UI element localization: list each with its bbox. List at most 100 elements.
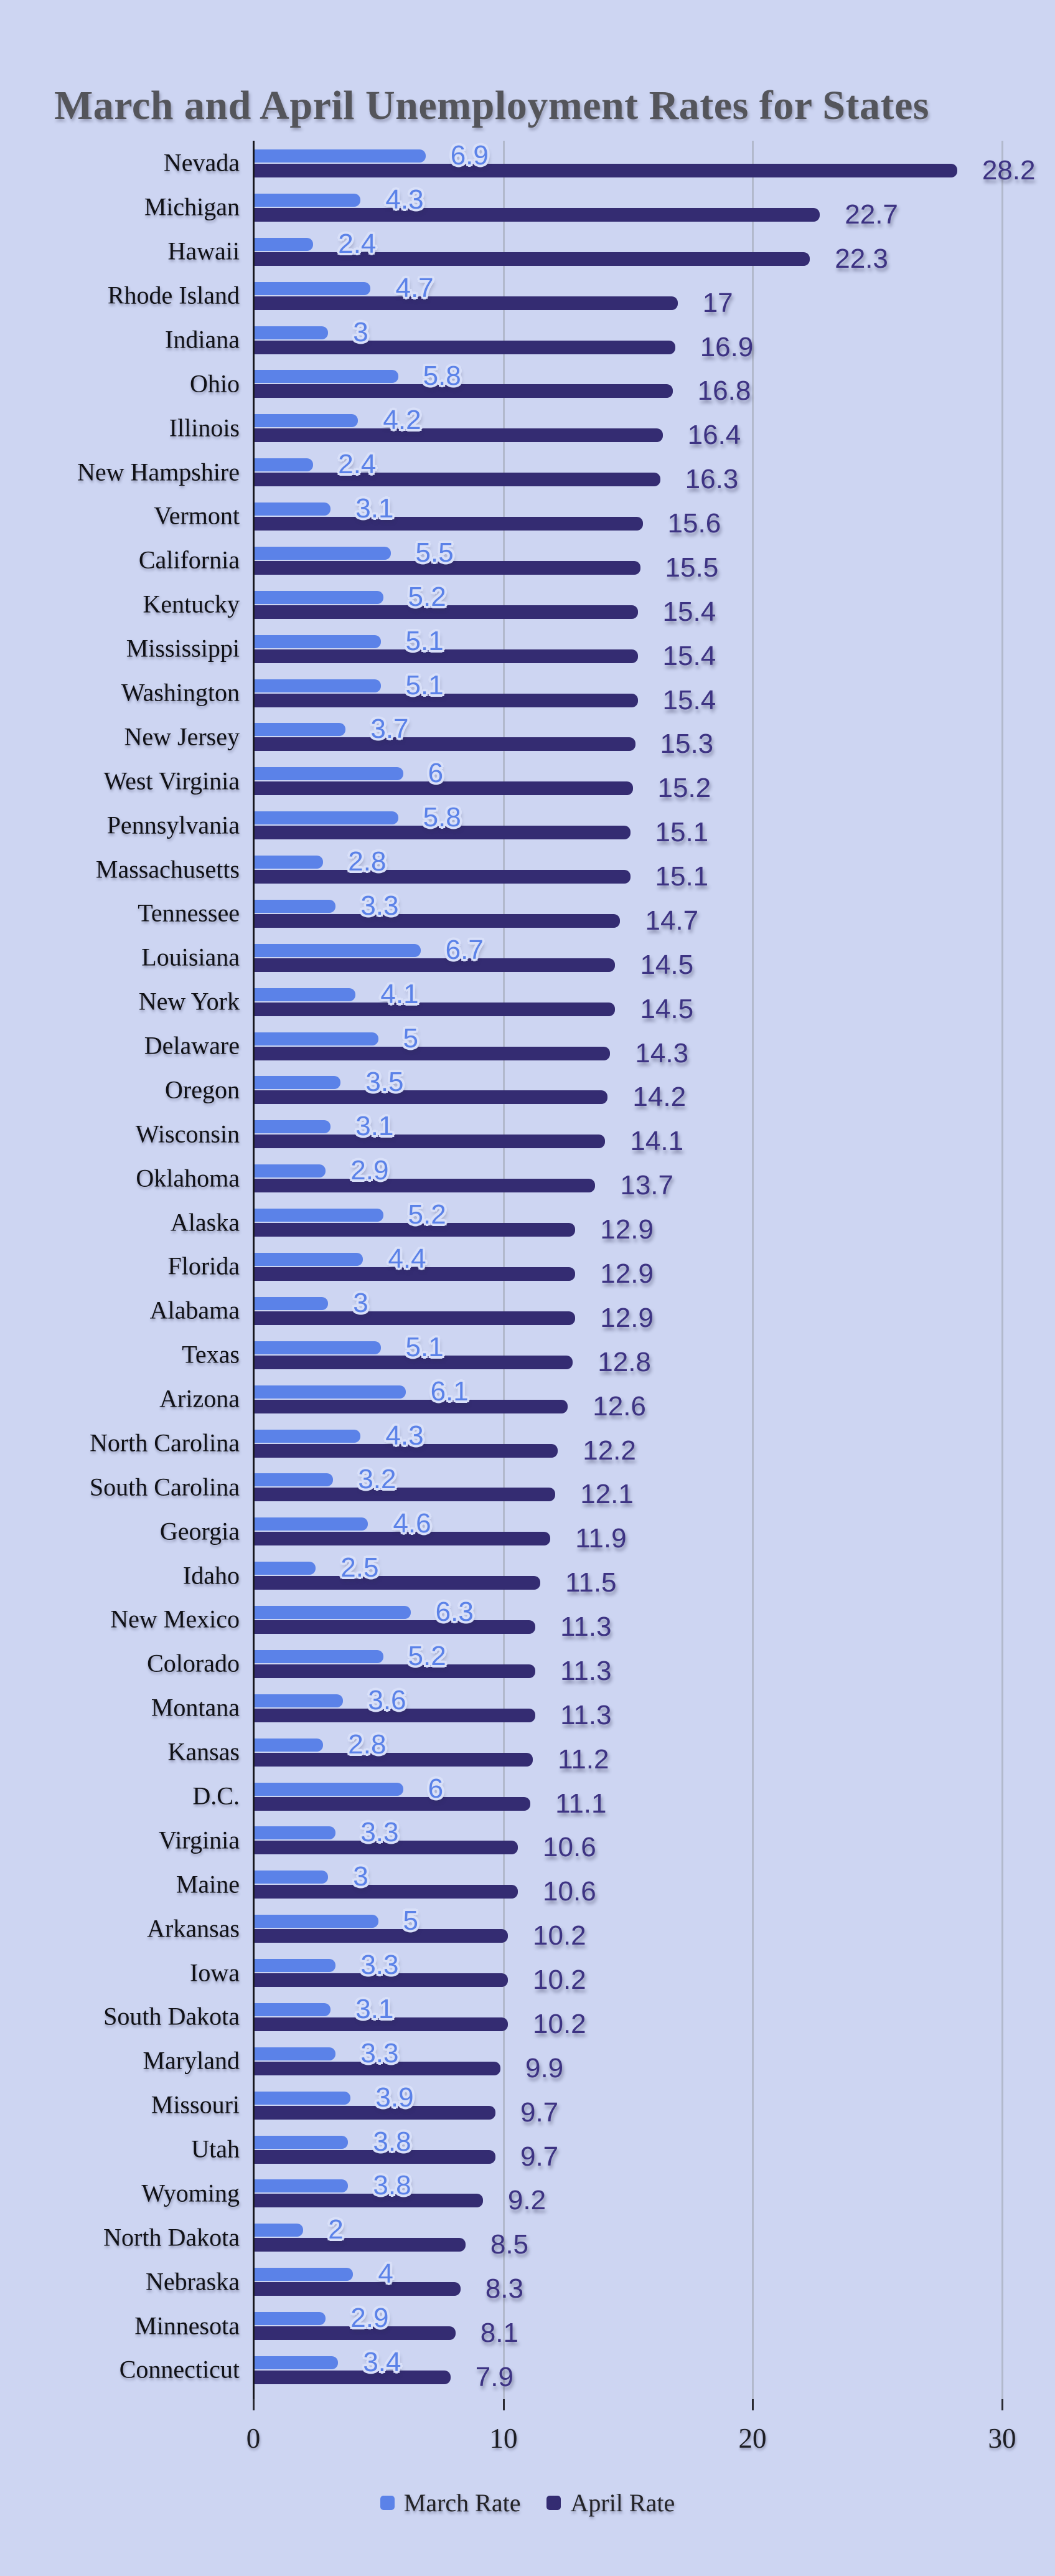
bar-row: Arkansas 5 10.2	[147, 1905, 1055, 1951]
march-rate-bar	[253, 1694, 344, 1707]
state-label: Vermont	[154, 501, 240, 530]
march-value-label: 2.9	[350, 2303, 389, 2334]
gridline-20	[752, 141, 754, 2399]
april-value-label: 10.2	[533, 1965, 586, 1996]
april-rate-bar	[253, 826, 631, 840]
state-label: D.C.	[192, 1781, 240, 1810]
april-rate-bar	[253, 1973, 509, 1988]
april-rate-bar	[253, 1488, 556, 1502]
bar-row: Nebraska 4 8.3	[146, 2258, 1055, 2304]
bar-row: Arizona 6.1 12.6	[159, 1376, 1055, 1422]
state-label: South Dakota	[103, 2002, 240, 2031]
bar-row: California 5.5 15.5	[139, 537, 1055, 583]
axis-tick-mark-0	[253, 2399, 255, 2410]
march-value-label: 5.5	[415, 537, 454, 568]
state-label: South Carolina	[89, 1473, 240, 1501]
bar-row: Missouri 3.9 9.7	[151, 2082, 1055, 2128]
march-rate-bar	[253, 502, 331, 516]
april-rate-bar	[253, 1576, 541, 1590]
state-label: California	[138, 545, 240, 574]
state-label: Alaska	[170, 1208, 240, 1237]
state-label: Utah	[191, 2135, 240, 2163]
march-value-label: 2.9	[350, 1155, 389, 1186]
april-value-label: 9.7	[520, 2097, 559, 2128]
march-value-label: 2	[328, 2214, 344, 2245]
march-value-label: 4.3	[385, 1420, 424, 1451]
march-rate-bar	[253, 2091, 351, 2105]
x-tick-label-30: 30	[988, 2423, 1016, 2454]
april-rate-bar	[253, 1179, 596, 1193]
april-rate-bar	[253, 517, 643, 531]
march-rate-bar	[253, 1915, 378, 1928]
march-value-label: 3.5	[365, 1067, 404, 1098]
april-value-label: 14.7	[645, 905, 699, 936]
april-rate-bar	[253, 1664, 536, 1678]
april-value-label: 12.6	[593, 1390, 646, 1422]
state-label: Texas	[182, 1340, 240, 1369]
march-value-label: 4.4	[388, 1243, 426, 1274]
march-value-label: 3.8	[373, 2170, 411, 2201]
april-rate-bar	[253, 649, 638, 663]
april-rate-bar	[253, 2149, 495, 2164]
x-tick-label-10: 10	[489, 2423, 518, 2454]
state-label: Arizona	[159, 1384, 240, 1413]
march-value-label: 3.3	[360, 2037, 399, 2069]
march-value-label: 3.6	[368, 1684, 406, 1715]
april-value-label: 14.5	[640, 949, 694, 980]
march-rate-bar	[253, 2047, 336, 2060]
march-rate-bar	[253, 281, 371, 295]
chart-title: March and April Unemployment Rates for S…	[54, 83, 929, 129]
state-label: New Jersey	[124, 722, 240, 751]
april-rate-bar	[253, 870, 631, 884]
march-rate-bar	[253, 370, 398, 384]
bar-rows: Nevada 6.9 28.2 Michigan 4.3 22.7 Hawaii 2.4 22.…	[77, 140, 1055, 2399]
april-value-label: 12.8	[598, 1346, 651, 1377]
march-value-label: 3.1	[355, 493, 394, 524]
april-rate-bar	[253, 781, 633, 796]
march-rate-bar	[253, 2312, 326, 2326]
april-value-label: 15.6	[667, 508, 721, 539]
april-rate-bar	[253, 384, 673, 399]
march-rate-bar	[253, 635, 381, 648]
axis-tick-mark-10	[503, 2399, 505, 2410]
state-label: Maryland	[143, 2046, 240, 2075]
march-rate-bar	[253, 2135, 349, 2149]
march-value-label: 5.2	[408, 581, 446, 612]
bar-row: Wyoming 3.8 9.2	[141, 2170, 1055, 2215]
x-tick-label-20: 20	[738, 2423, 767, 2454]
march-value-label: 5	[403, 1022, 418, 1054]
march-rate-bar	[253, 811, 398, 825]
bar-row: New York 4.1 14.5	[139, 979, 1055, 1024]
april-rate-bar	[253, 1443, 558, 1458]
bar-row: Pennsylvania 5.8 15.1	[107, 802, 1055, 847]
april-value-label: 11.3	[560, 1699, 612, 1730]
march-rate-bar	[253, 856, 324, 869]
state-label: Pennsylvania	[106, 811, 240, 839]
march-value-label: 3.4	[363, 2347, 401, 2377]
april-rate-bar	[253, 1532, 551, 1546]
state-label: Ohio	[190, 369, 240, 398]
bar-row: New Hampshire 2.4 16.3	[77, 449, 1055, 494]
state-label: Illinois	[169, 413, 240, 442]
legend-item-april: April Rate	[546, 2488, 675, 2517]
april-rate-bar	[253, 2105, 495, 2120]
state-label: Minnesota	[134, 2311, 240, 2340]
state-label: Oklahoma	[136, 1164, 240, 1192]
march-value-label: 3.3	[360, 1817, 399, 1848]
april-rate-bar	[253, 252, 810, 266]
march-value-label: 6.9	[450, 140, 489, 171]
plot-area: Nevada 6.9 28.2 Michigan 4.3 22.7 Hawaii 2.4 22.…	[77, 140, 1035, 2410]
march-value-label: 5.2	[408, 1199, 446, 1230]
march-rate-bar	[253, 193, 361, 207]
march-value-label: 6	[428, 1773, 444, 1804]
march-value-label: 5	[403, 1905, 418, 1937]
april-rate-bar	[253, 1311, 576, 1325]
state-label: Louisiana	[141, 943, 240, 971]
state-label: Iowa	[190, 1958, 240, 1987]
march-value-label: 4.7	[395, 272, 434, 303]
march-rate-bar	[253, 1606, 411, 1620]
march-rate-bar	[253, 1296, 329, 1310]
bar-row: Texas 5.1 12.8	[182, 1332, 1055, 1377]
march-value-label: 4.6	[393, 1508, 431, 1539]
april-rate-bar	[253, 1752, 533, 1767]
